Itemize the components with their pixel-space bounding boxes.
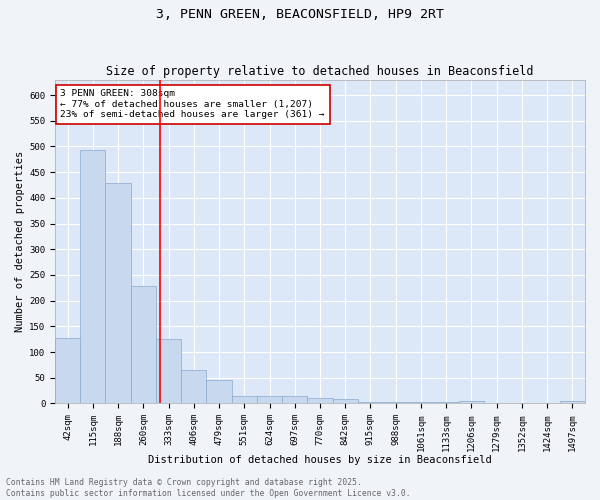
Bar	[383, 402, 409, 404]
Bar	[232, 396, 257, 404]
Bar	[156, 339, 181, 404]
Bar	[434, 402, 459, 404]
Bar	[560, 401, 585, 404]
Bar	[55, 338, 80, 404]
Title: Size of property relative to detached houses in Beaconsfield: Size of property relative to detached ho…	[106, 66, 534, 78]
Text: 3, PENN GREEN, BEACONSFIELD, HP9 2RT: 3, PENN GREEN, BEACONSFIELD, HP9 2RT	[156, 8, 444, 20]
Bar	[332, 399, 358, 404]
Bar	[131, 286, 156, 404]
Bar	[106, 184, 131, 404]
Bar	[206, 380, 232, 404]
Bar	[459, 401, 484, 404]
Bar	[358, 402, 383, 404]
Bar	[282, 396, 307, 404]
Y-axis label: Number of detached properties: Number of detached properties	[15, 151, 25, 332]
X-axis label: Distribution of detached houses by size in Beaconsfield: Distribution of detached houses by size …	[148, 455, 492, 465]
Text: 3 PENN GREEN: 308sqm
← 77% of detached houses are smaller (1,207)
23% of semi-de: 3 PENN GREEN: 308sqm ← 77% of detached h…	[61, 90, 325, 119]
Text: Contains HM Land Registry data © Crown copyright and database right 2025.
Contai: Contains HM Land Registry data © Crown c…	[6, 478, 410, 498]
Bar	[409, 402, 434, 404]
Bar	[181, 370, 206, 404]
Bar	[307, 398, 332, 404]
Bar	[257, 396, 282, 404]
Bar	[80, 150, 106, 404]
